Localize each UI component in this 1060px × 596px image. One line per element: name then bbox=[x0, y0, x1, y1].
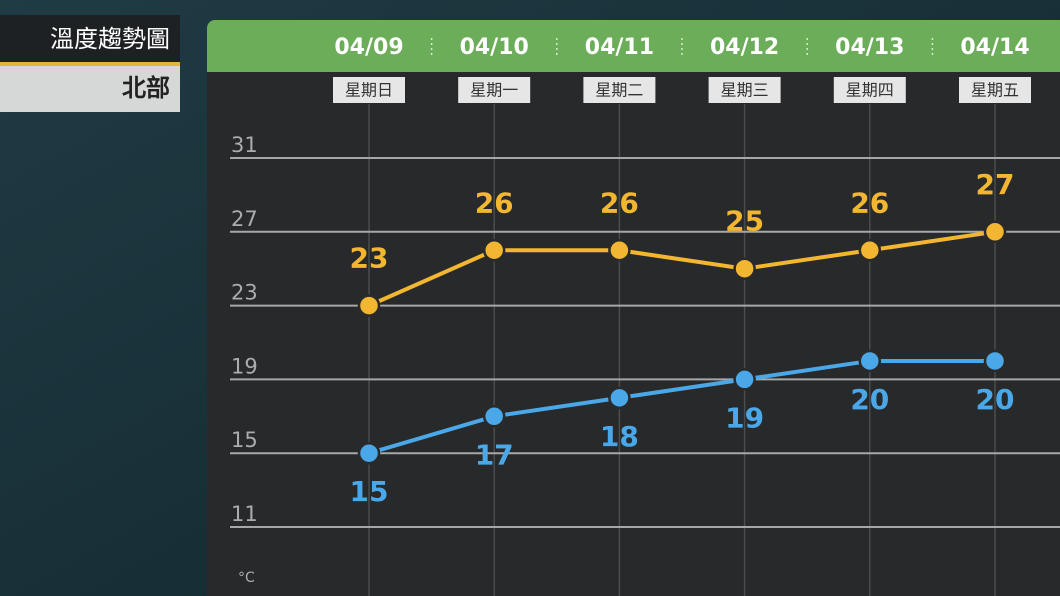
point bbox=[357, 441, 381, 465]
point bbox=[482, 405, 506, 428]
weekday-label: 星期四 bbox=[846, 81, 894, 100]
point bbox=[983, 220, 1007, 244]
data-label: 15 bbox=[350, 475, 389, 508]
data-label: 18 bbox=[600, 420, 639, 453]
header-bar bbox=[207, 20, 1060, 72]
weekday-label: 星期二 bbox=[595, 81, 643, 100]
x-tick-label: 04/11 bbox=[585, 35, 654, 60]
data-label: 19 bbox=[725, 401, 764, 434]
series-line bbox=[368, 229, 996, 308]
title-box bbox=[0, 15, 180, 62]
region-box bbox=[0, 66, 180, 112]
unit-label: °C bbox=[238, 570, 255, 586]
weekday-box bbox=[583, 77, 656, 103]
region-label: 北部 bbox=[122, 74, 170, 102]
series-line bbox=[368, 358, 995, 456]
weekday-label: 星期五 bbox=[971, 81, 1019, 100]
data-label: 20 bbox=[976, 383, 1015, 416]
y-tick-label: 27 bbox=[231, 207, 258, 231]
data-label: 17 bbox=[475, 438, 514, 471]
weekday-box bbox=[708, 77, 781, 103]
y-tick-label: 15 bbox=[231, 428, 258, 452]
y-tick-label: 31 bbox=[231, 133, 258, 157]
data-label: 20 bbox=[850, 383, 889, 416]
x-tick-label: 04/12 bbox=[710, 35, 779, 60]
weekday-box bbox=[458, 77, 531, 103]
data-label: 26 bbox=[475, 186, 514, 219]
weekday-label: 星期日 bbox=[345, 81, 393, 100]
weekday-box bbox=[333, 77, 405, 103]
point bbox=[608, 239, 631, 262]
title-underline bbox=[0, 62, 180, 66]
chart-title: 溫度趨勢圖 bbox=[50, 25, 170, 53]
data-label: 26 bbox=[600, 186, 639, 219]
y-tick-label: 11 bbox=[231, 502, 258, 526]
point bbox=[482, 239, 506, 262]
data-label: 25 bbox=[725, 205, 764, 238]
data-label: 27 bbox=[976, 168, 1015, 201]
data-label: 26 bbox=[850, 186, 889, 219]
x-tick-label: 04/10 bbox=[460, 35, 529, 60]
weekday-box bbox=[959, 77, 1031, 103]
weekday-box bbox=[833, 77, 906, 103]
weekday-label: 星期一 bbox=[470, 81, 518, 100]
y-tick-label: 23 bbox=[231, 281, 258, 305]
data-label: 23 bbox=[350, 242, 389, 275]
point bbox=[733, 368, 756, 391]
y-tick-label: 19 bbox=[231, 354, 258, 378]
point bbox=[983, 349, 1007, 373]
weekday-label: 星期三 bbox=[721, 81, 769, 100]
x-tick-label: 04/09 bbox=[334, 35, 403, 60]
header-bar-base bbox=[207, 60, 1060, 72]
point bbox=[733, 257, 756, 280]
x-tick-label: 04/13 bbox=[835, 35, 904, 60]
point bbox=[608, 386, 631, 410]
panel bbox=[207, 20, 1060, 596]
point bbox=[858, 349, 882, 373]
point bbox=[357, 294, 381, 317]
x-tick-label: 04/14 bbox=[960, 35, 1029, 60]
point bbox=[858, 239, 882, 262]
